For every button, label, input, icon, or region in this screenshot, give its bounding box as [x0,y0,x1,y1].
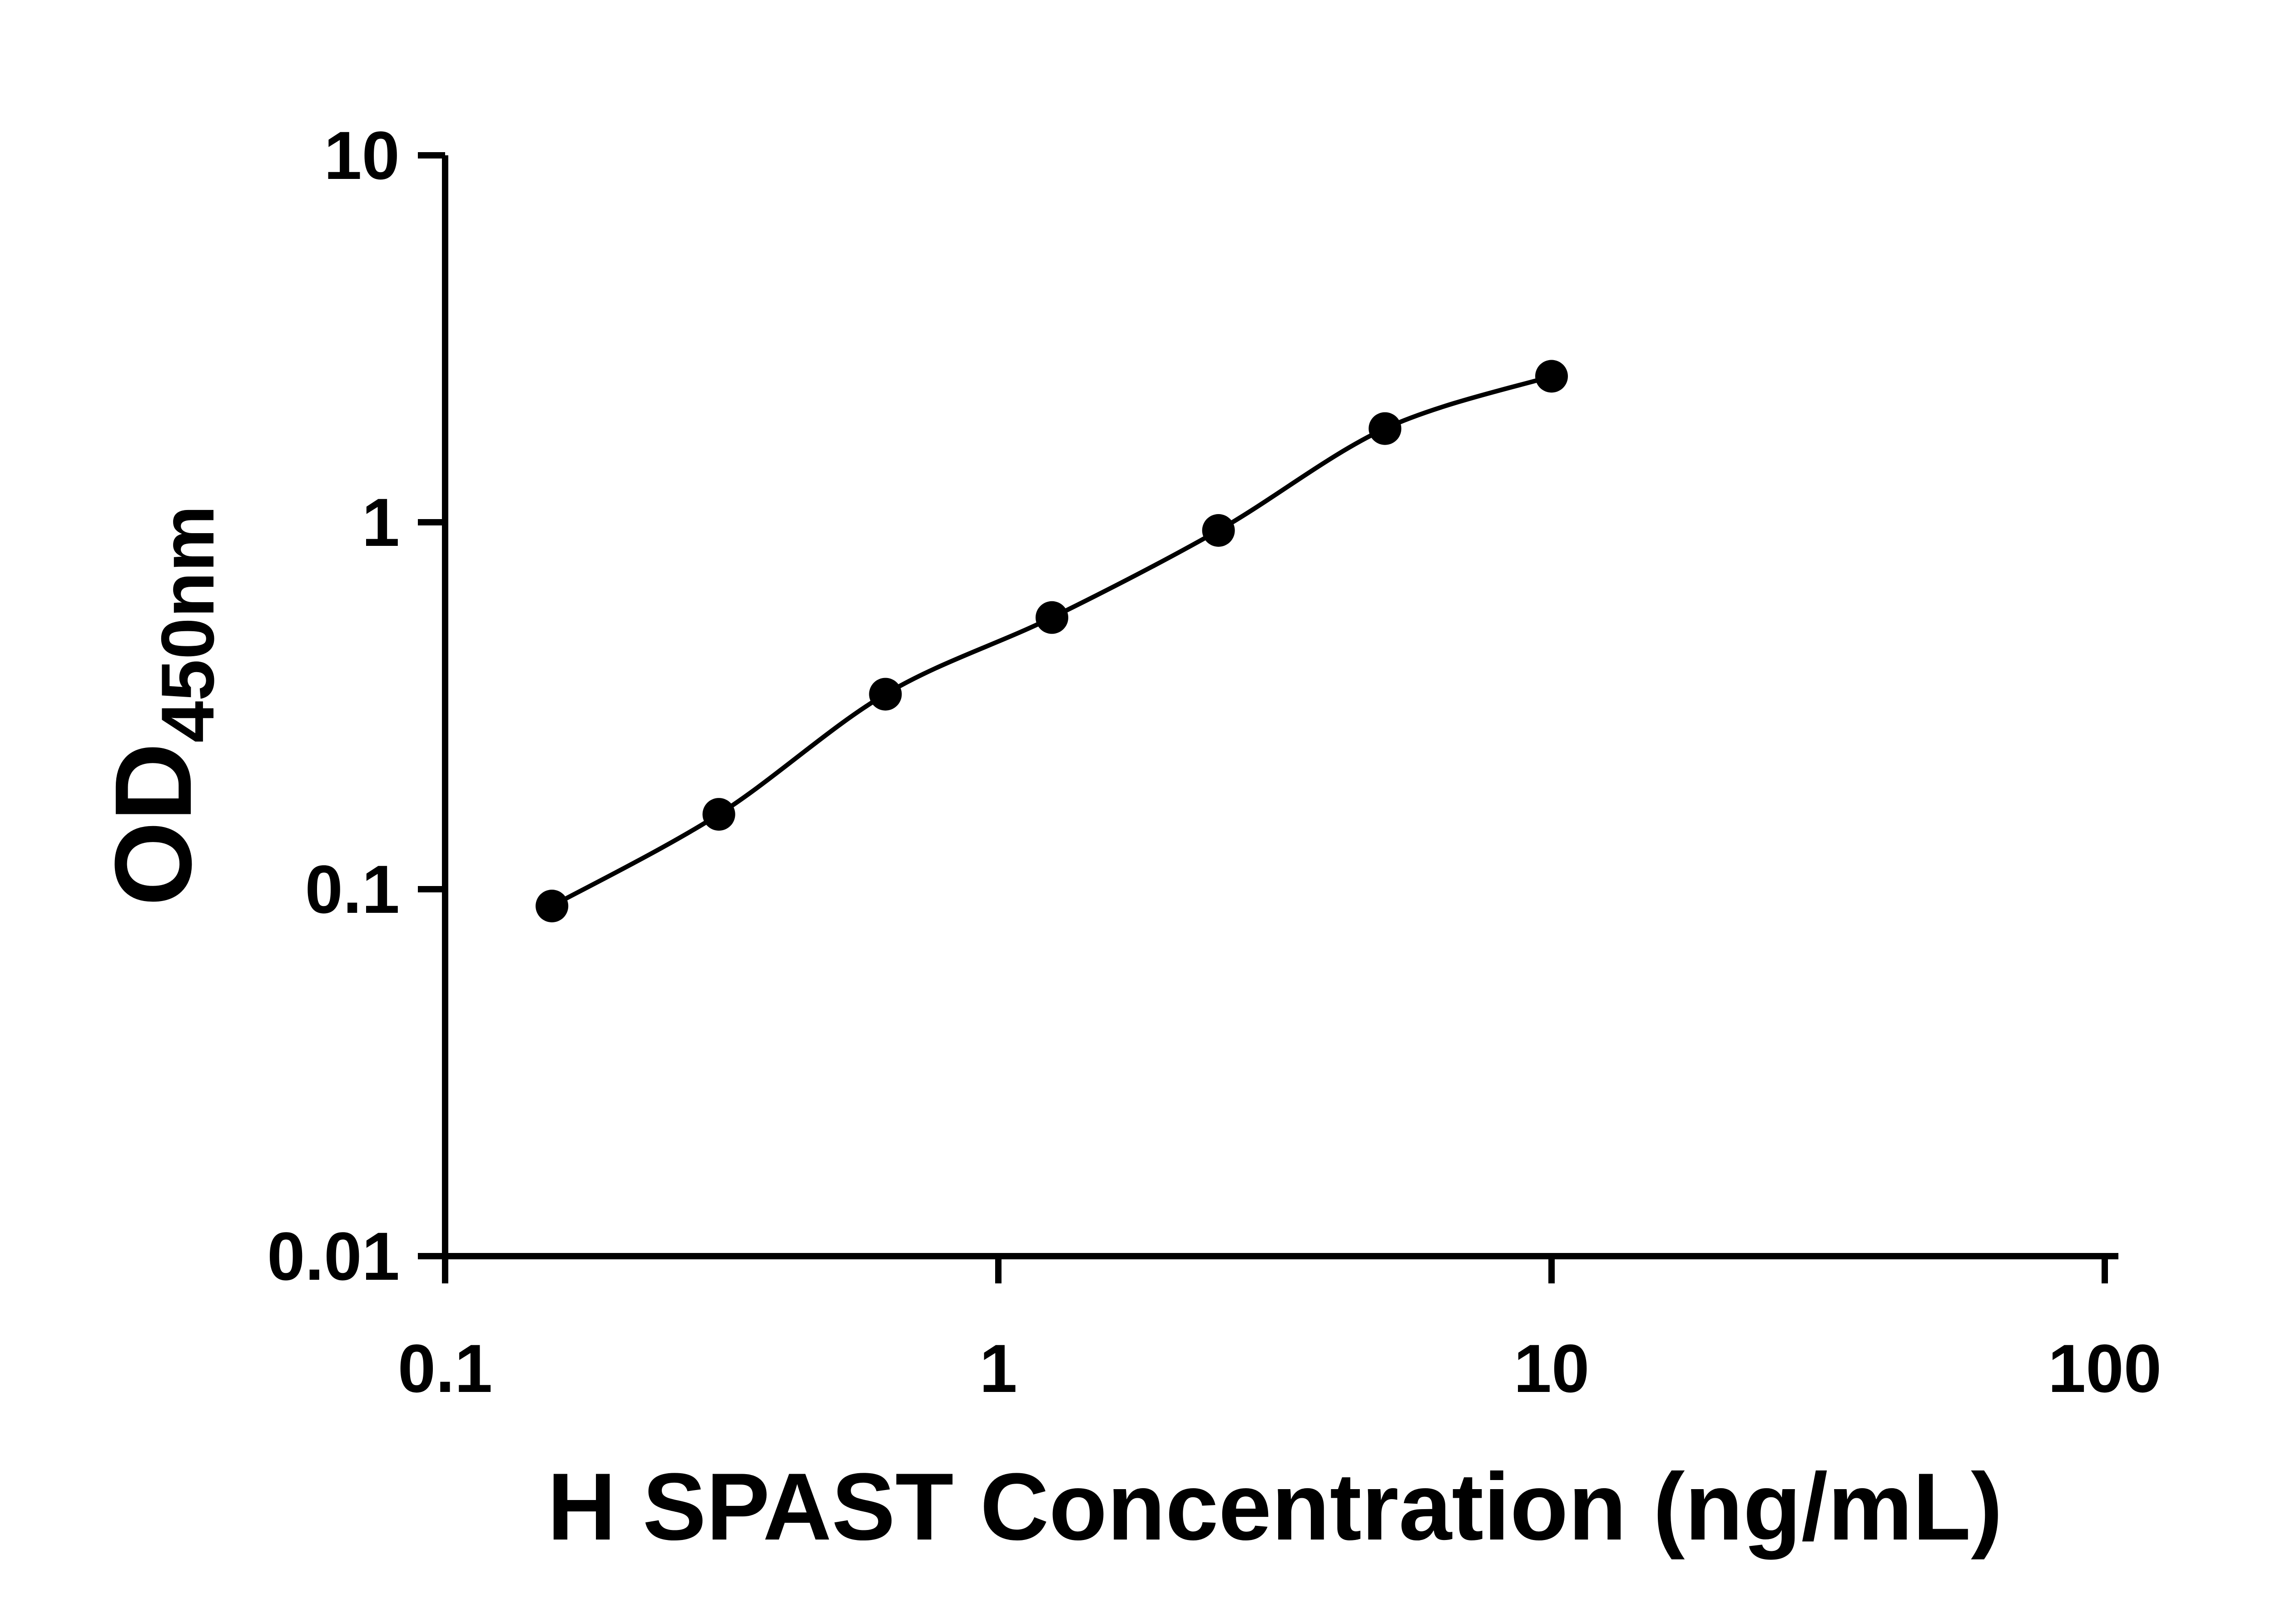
x-axis-tick-label: 0.1 [398,1330,493,1406]
data-point [702,798,735,831]
x-axis-title: H SPAST Concentration (ng/mL) [547,1453,2003,1560]
data-point [1036,601,1068,634]
data-point [1202,514,1235,547]
data-point [869,678,902,711]
y-axis-tick-label: 10 [324,117,400,193]
x-axis-tick-label: 10 [1514,1330,1590,1406]
x-axis-tick-label: 100 [2048,1330,2162,1406]
data-point [1535,360,1568,393]
y-axis-title-main: OD [92,743,214,906]
x-axis-tick-label: 1 [979,1330,1017,1406]
data-point [1369,412,1402,445]
plot-area: 0.01 0.1 1 10 0.1 1 10 100 [267,117,2162,1406]
data-point [536,890,569,922]
y-axis-tick-label: 0.01 [267,1218,400,1294]
fit-curve [550,374,1552,908]
y-axis-title: OD450nm [92,505,229,906]
y-axis-tick-label: 0.1 [305,851,400,927]
axes-spine [442,155,2118,1259]
y-axis-tick-label: 1 [362,484,400,560]
y-axis-title-subscript: 450nm [146,505,229,743]
